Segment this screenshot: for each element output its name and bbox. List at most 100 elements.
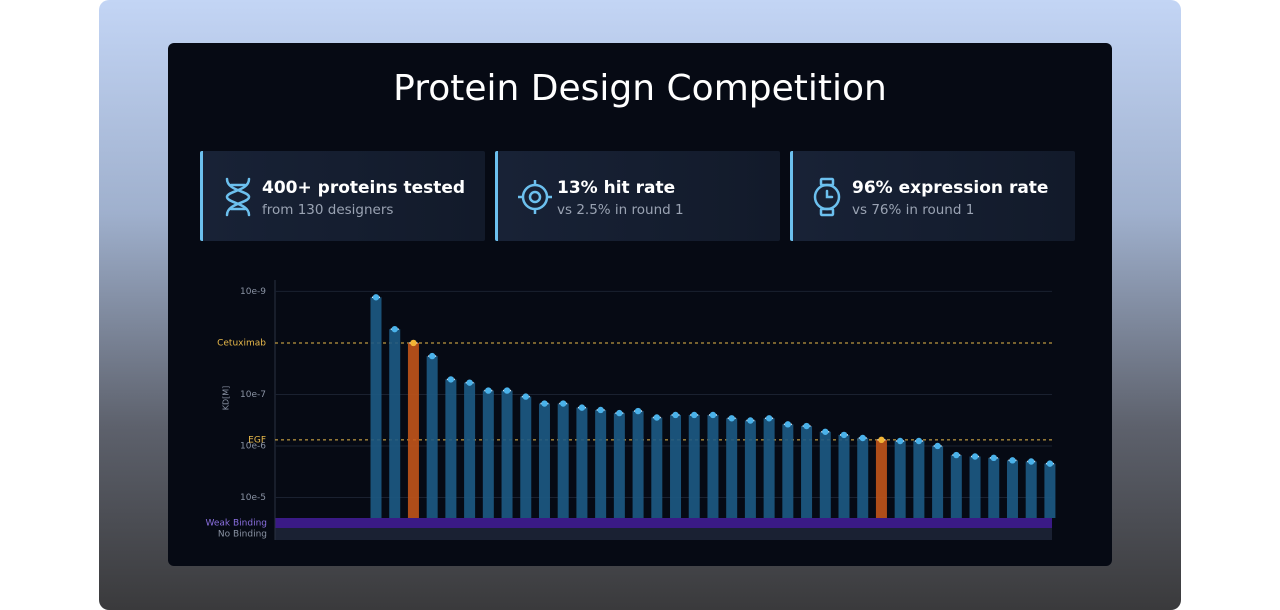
stat-title: 96% expression rate [852,178,1049,198]
bar-dot [896,437,904,445]
bar-dot [747,417,754,424]
bar-dot [466,379,473,386]
bar-dot [653,414,660,421]
bar [782,424,794,518]
reference-label: EGF [248,435,266,445]
bar [389,329,401,518]
bar [370,297,382,518]
bar-dot [915,437,923,445]
binding-band [275,528,1052,540]
bar [688,414,700,518]
bar [407,342,419,518]
band-label: No Binding [218,530,267,540]
bar [651,417,663,518]
bar-dot [1009,457,1016,464]
bar-dot [822,428,829,435]
bar-dot [784,421,792,428]
bar-dot [372,294,380,301]
stat-subtitle: vs 2.5% in round 1 [557,202,684,218]
stat-subtitle: vs 76% in round 1 [852,202,975,218]
bar [857,438,869,518]
y-tick-label: 10e-7 [240,390,266,400]
bar [932,445,944,518]
bar-dot [503,387,511,394]
y-tick-label: 10e-5 [240,493,266,503]
bar [1025,461,1037,518]
bar-dot [691,411,698,419]
bar-dot [709,411,717,419]
stat-title: 400+ proteins tested [262,178,466,198]
bar [819,431,831,518]
binding-band [275,518,1052,528]
bar-dot [541,400,548,407]
reference-label: Cetuximab [217,338,266,348]
bar-dot [765,415,773,422]
bar [801,426,813,518]
bar [838,434,850,518]
bar-dot [410,339,417,347]
bar-dot [391,325,398,333]
bar [595,409,607,518]
bar-dot [878,436,885,444]
bar-dot [1028,458,1035,465]
bar-dot [522,393,529,400]
stat-card: 400+ proteins tested from 130 designers [200,151,485,241]
bar [520,396,532,518]
bar [1006,460,1018,518]
bar [576,407,588,518]
stat-card: 96% expression rate vs 76% in round 1 [790,151,1075,241]
title: Protein Design Competition [393,68,887,109]
y-axis-label: KD[M] [222,386,231,411]
bar [482,390,494,518]
bar-dot [616,409,623,417]
bar [913,440,925,518]
bar [950,455,962,518]
bar [445,379,457,518]
band-label: Weak Binding [205,519,267,529]
bar-dot [803,422,810,430]
bar [557,403,569,518]
bar-dot [578,404,586,411]
bar-dot [728,415,735,422]
bar [501,390,513,518]
bar [1044,463,1056,518]
dna-icon [225,177,251,217]
bar-dot [859,434,866,442]
bar [763,418,775,518]
bar [613,413,625,518]
bar [464,382,476,518]
bar-dot [990,454,997,462]
bar-dot [840,431,848,439]
bar [426,356,438,518]
bar [744,420,756,518]
bar [670,414,682,518]
bar [538,403,550,518]
bar-dot [485,387,492,394]
bar [894,440,906,518]
bar-dot [634,407,642,415]
y-tick-label: 10e-9 [240,287,266,297]
bar [875,439,887,518]
bar-dot [597,406,604,414]
bar-dot [447,376,455,383]
stat-title: 13% hit rate [557,178,676,198]
bar [988,457,1000,518]
bar-dot [428,352,436,360]
bar [726,418,738,518]
bar-dot [971,453,979,460]
bar-dot [560,400,567,407]
bar [969,456,981,518]
bar [707,414,719,518]
y-tick-label: 10e-6 [240,441,266,451]
target-icon [518,180,552,214]
stat-card: 13% hit rate vs 2.5% in round 1 [495,151,780,241]
bar-dot [672,411,679,419]
bar-dot [934,442,941,450]
bar-dot [953,451,960,459]
stat-subtitle: from 130 designers [262,202,394,218]
bar-dot [1046,460,1054,467]
bar [632,411,644,518]
watch-icon [813,177,841,217]
